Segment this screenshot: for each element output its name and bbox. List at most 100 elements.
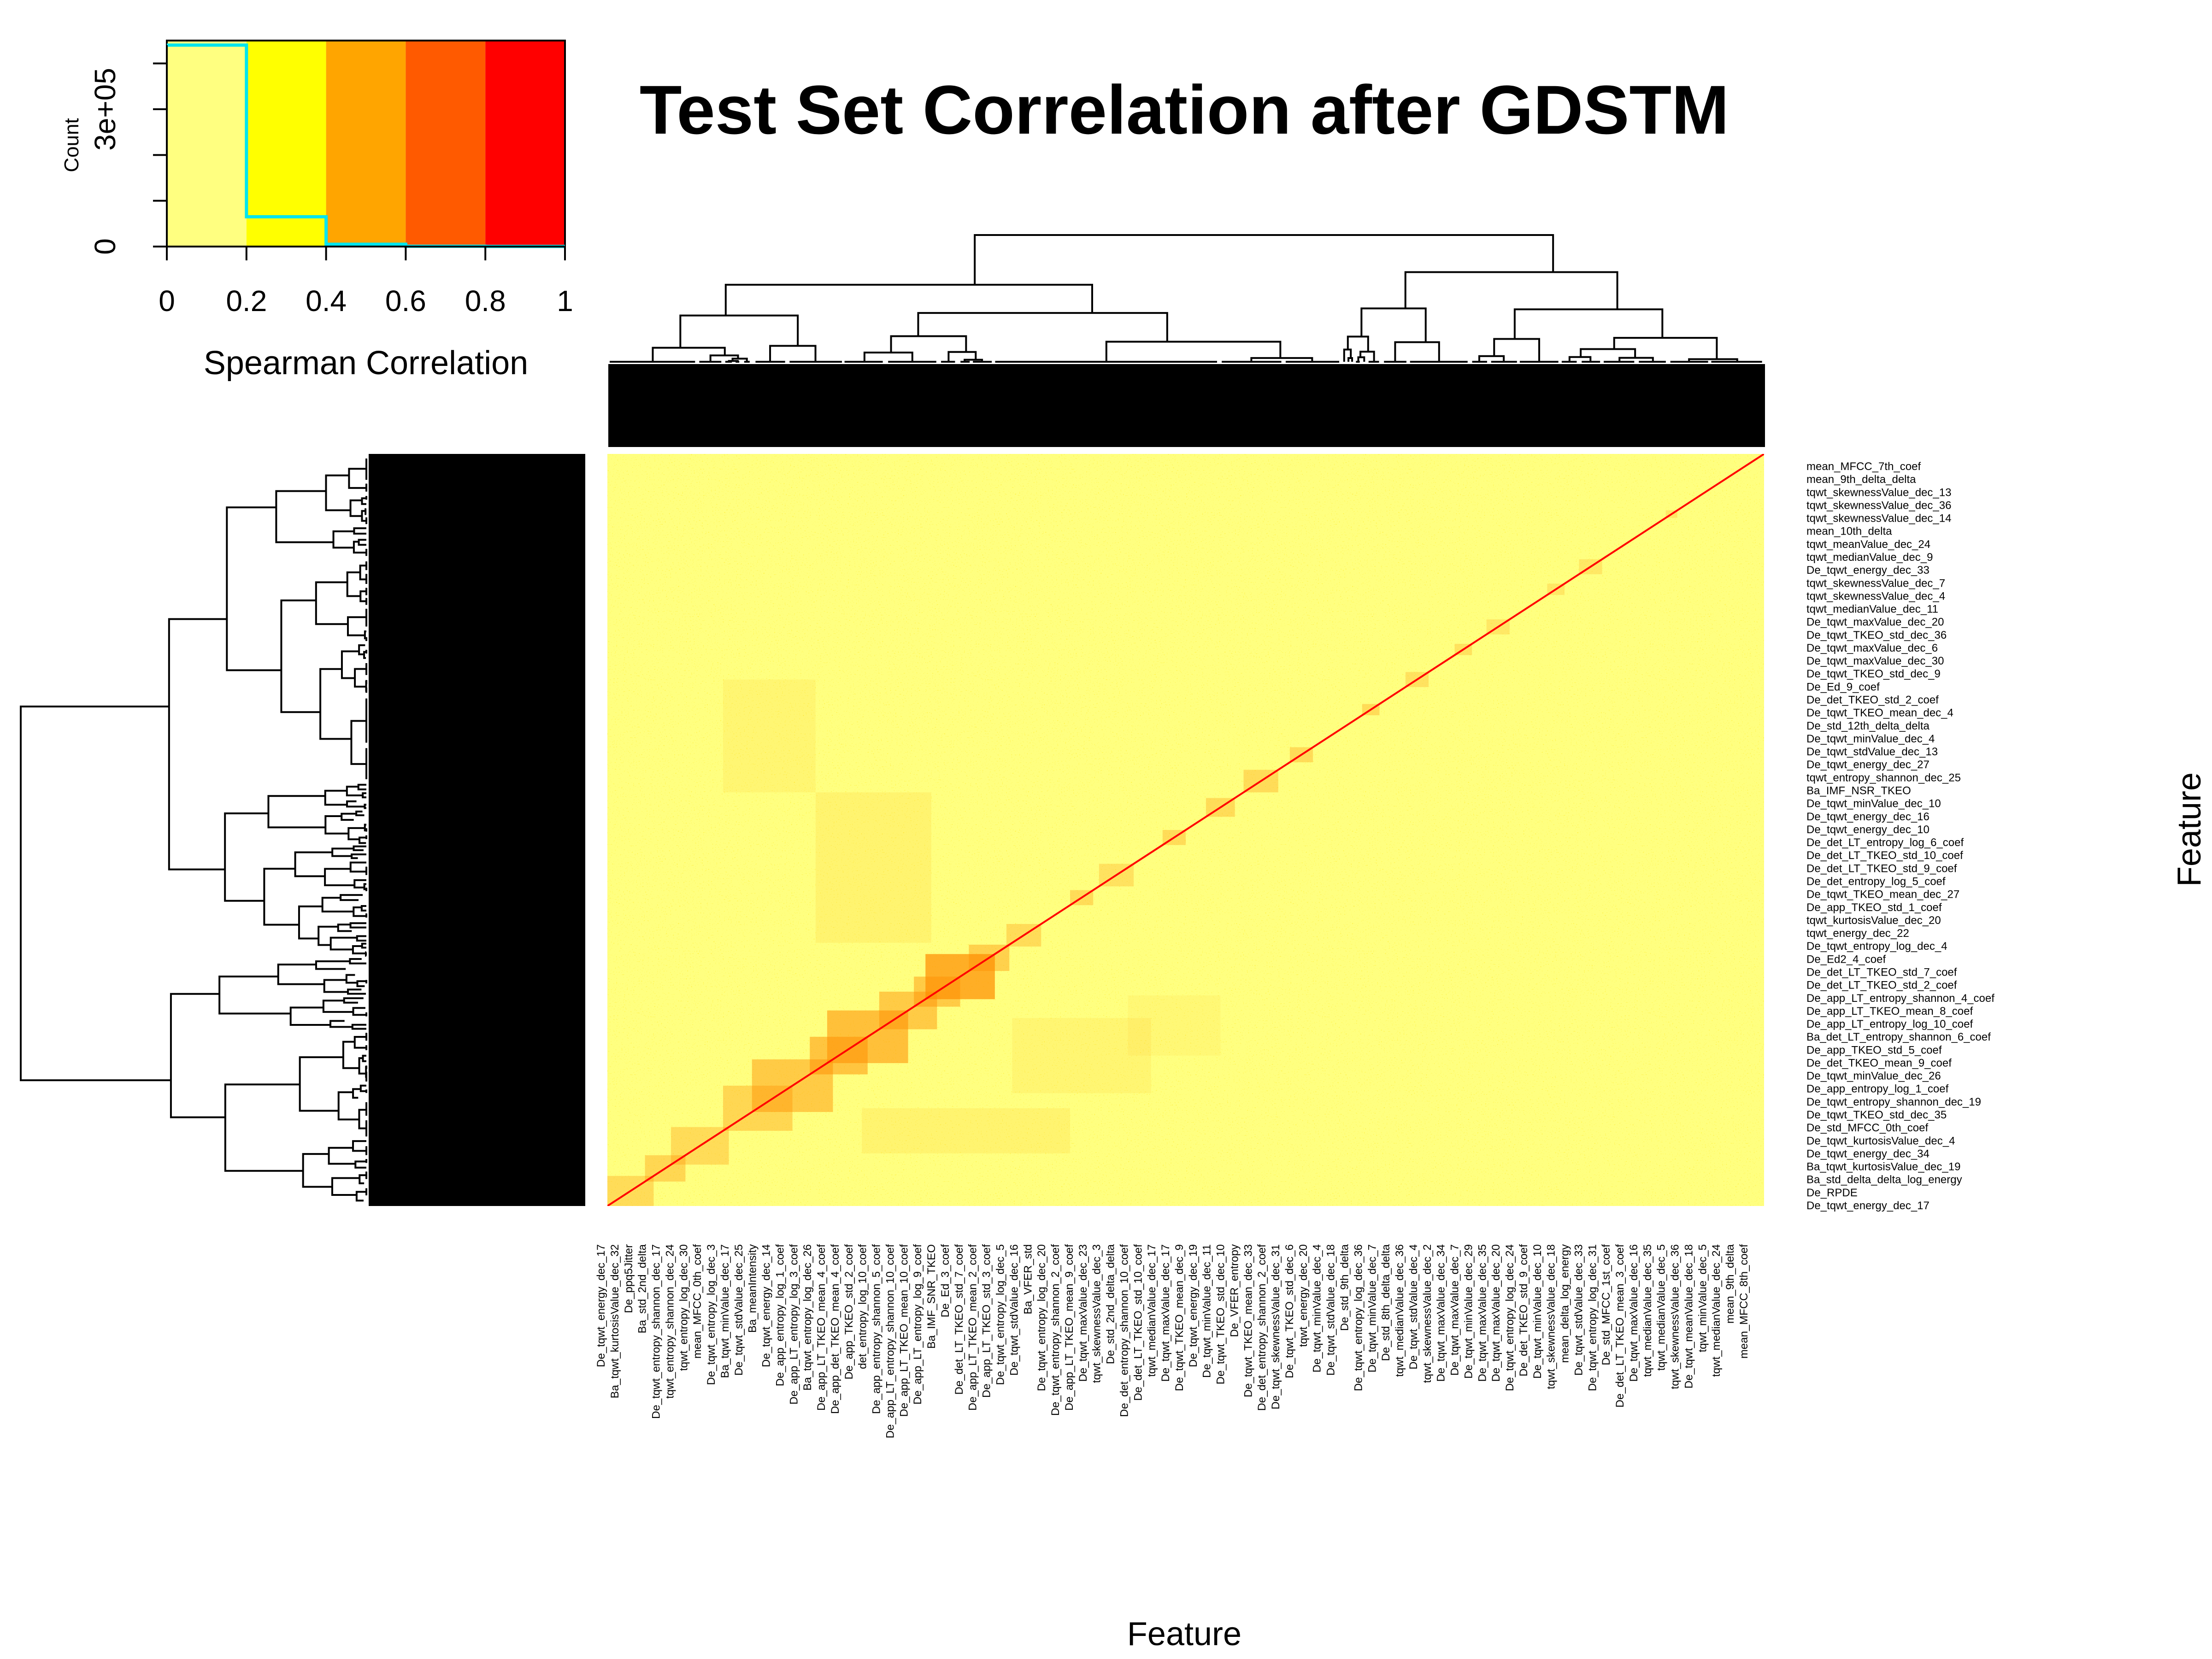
- row-dendrogram-branch: [361, 510, 366, 522]
- row-dendrogram-branch: [362, 1054, 366, 1062]
- column-label: De_tqwt_stdValue_dec_16: [1008, 1244, 1020, 1376]
- row-dendrogram-branch: [318, 925, 338, 946]
- row-dendrogram-branch: [361, 942, 366, 949]
- row-label: tqwt_medianValue_dec_11: [1806, 603, 1938, 616]
- row-dendrogram-branch: [299, 1056, 343, 1112]
- column-label: De_tqwt_maxValue_dec_17: [1159, 1244, 1172, 1382]
- column-label: De_app_LT_TKEO_mean_9_coef: [1063, 1244, 1076, 1411]
- column-label: Ba_tqwt_entropy_log_dec_26: [801, 1244, 814, 1391]
- row-label: tqwt_meanValue_dec_24: [1806, 538, 1930, 551]
- color-key-x-tick-label: 0.6: [385, 284, 426, 318]
- row-dendrogram-branch: [277, 963, 324, 985]
- row-label: De_tqwt_TKEO_std_dec_9: [1806, 668, 1941, 680]
- column-label: De_std_9th_delta: [1338, 1244, 1351, 1331]
- row-dendrogram-branch: [352, 1007, 366, 1016]
- row-label: De_app_TKEO_std_1_coef: [1806, 901, 1942, 914]
- column-label: De_tqwt_maxValue_dec_23: [1077, 1244, 1089, 1382]
- row-label: Ba_det_LT_entropy_shannon_6_coef: [1806, 1031, 1991, 1043]
- row-label: De_tqwt_TKEO_mean_dec_27: [1806, 888, 1959, 901]
- column-label: De_tqwt_energy_dec_17: [595, 1244, 607, 1367]
- column-label: De_app_LT_entropy_shannon_10_coef: [884, 1244, 896, 1439]
- color-key-x-axis: 0 0.2 0.4 0.6 0.8 1: [159, 246, 573, 318]
- row-dendrogram-branch: [349, 922, 366, 929]
- row-label: De_det_LT_entropy_log_6_coef: [1806, 836, 1964, 849]
- row-label: De_det_LT_TKEO_std_7_coef: [1806, 966, 1957, 978]
- column-label: De_det_LT_TKEO_mean_3_coef: [1614, 1244, 1626, 1408]
- row-dendrogram-branch: [361, 497, 366, 505]
- color-key-x-tick-label: 0.4: [306, 284, 347, 318]
- row-dendrogram-branch: [352, 1088, 361, 1099]
- column-dendrogram-branch: [974, 234, 1554, 285]
- row-label: De_tqwt_minValue_dec_10: [1806, 798, 1941, 810]
- row-dendrogram-branch: [263, 868, 299, 926]
- row-dendrogram-branch: [356, 935, 366, 942]
- row-dendrogram: [20, 454, 585, 1206]
- color-key-band-4: [485, 41, 565, 247]
- row-label: Ba_std_delta_delta_log_energy: [1806, 1174, 1962, 1186]
- color-key-band-1: [246, 41, 326, 247]
- column-label: De_tqwt_minValue_dec_10: [1531, 1244, 1544, 1379]
- column-label: De_tqwt_stdValue_dec_4: [1407, 1244, 1420, 1370]
- column-label: De_tqwt_skewnessValue_dec_31: [1270, 1244, 1282, 1409]
- row-dendrogram-branch: [353, 879, 366, 888]
- column-label: De_std_8th_delta_delta: [1380, 1244, 1392, 1361]
- row-dendrogram-branch: [324, 868, 355, 887]
- row-dendrogram-branch: [331, 1177, 360, 1196]
- column-label: De_app_TKEO_std_2_coef: [843, 1244, 855, 1380]
- column-label: De_tqwt_minValue_dec_29: [1462, 1244, 1475, 1379]
- row-dendrogram-branch: [275, 490, 334, 543]
- column-label: De_tqwt_entropy_log_dec_31: [1586, 1244, 1599, 1391]
- column-label: De_tqwt_entropy_log_dec_36: [1352, 1244, 1365, 1391]
- row-dendrogram-branch: [226, 506, 282, 671]
- row-dendrogram-branch: [354, 1160, 366, 1169]
- column-dendrogram-branch: [724, 283, 1093, 316]
- row-dendrogram-branch: [267, 795, 326, 829]
- row-dendrogram-branch: [353, 845, 366, 851]
- row-label: mean_9th_delta_delta: [1806, 473, 1916, 486]
- row-label: De_std_MFCC_0th_coef: [1806, 1122, 1928, 1134]
- row-dendrogram-branch: [360, 905, 366, 912]
- row-dendrogram-branch: [224, 812, 269, 902]
- row-label: De_tqwt_energy_dec_27: [1806, 759, 1930, 771]
- row-dendrogram-branch: [315, 581, 348, 625]
- color-key-x-tick-label: 0: [159, 284, 175, 318]
- column-label: De_app_LT_entropy_log_9_coef: [912, 1244, 924, 1405]
- row-label: mean_MFCC_7th_coef: [1806, 460, 1921, 473]
- column-dendrogram-branch: [1618, 357, 1654, 362]
- row-dendrogram-branch: [319, 668, 352, 740]
- column-label: De_tqwt_stdValue_dec_25: [733, 1244, 745, 1376]
- row-dendrogram-branch: [349, 958, 366, 965]
- row-label: Ba_tqwt_kurtosisValue_dec_19: [1806, 1161, 1960, 1173]
- heatmap-offdiagonal-block: [862, 1108, 1070, 1153]
- column-label: tqwt_skewnessValue_dec_3: [1091, 1244, 1103, 1383]
- row-label: De_Ed_9_coef: [1806, 681, 1880, 693]
- row-label: De_app_LT_TKEO_mean_8_coef: [1806, 1005, 1973, 1018]
- column-label: De_tqwt_minValue_dec_4: [1311, 1244, 1324, 1372]
- column-label: Ba_meanIntensity: [747, 1244, 759, 1333]
- column-dendrogram-branches: [609, 234, 1762, 363]
- row-label: De_det_LT_TKEO_std_10_coef: [1806, 849, 1963, 862]
- column-label: De_tqwt_entropy_log_dec_24: [1504, 1244, 1516, 1391]
- column-label: De_tqwt_energy_dec_14: [760, 1244, 773, 1367]
- column-label: De_tqwt_energy_dec_19: [1187, 1244, 1200, 1367]
- row-dendrogram-branch: [359, 836, 366, 844]
- column-dendrogram-branch: [679, 314, 799, 348]
- row-label: tqwt_kurtosisValue_dec_20: [1806, 914, 1941, 927]
- column-label: tqwt_medianValue_dec_17: [1146, 1244, 1158, 1377]
- column-label: De_std_MFCC_1st_coef: [1600, 1244, 1612, 1365]
- column-dendrogram-branch: [1580, 348, 1636, 358]
- row-label: De_app_LT_entropy_log_10_coef: [1806, 1018, 1973, 1030]
- row-dendrogram-branch: [337, 924, 352, 932]
- color-key-bands: [167, 41, 565, 247]
- column-labels: De_tqwt_energy_dec_17 Ba_tqwt_kurtosisVal…: [595, 1244, 1750, 1438]
- row-dendrogram-branch: [363, 651, 366, 659]
- row-label: tqwt_skewnessValue_dec_36: [1806, 499, 1951, 512]
- column-dendrogram-branch: [1394, 341, 1440, 362]
- row-dendrogram-branch: [362, 792, 366, 799]
- row-label: De_tqwt_minValue_dec_26: [1806, 1070, 1941, 1082]
- column-label: tqwt_entropy_log_dec_30: [677, 1244, 690, 1371]
- row-labels: mean_MFCC_7th_coefmean_9th_delta_deltatq…: [1806, 460, 1994, 1212]
- row-dendrogram-branch: [20, 706, 171, 1082]
- row-dendrogram-branch: [325, 474, 351, 512]
- row-dendrogram-branch: [355, 810, 365, 817]
